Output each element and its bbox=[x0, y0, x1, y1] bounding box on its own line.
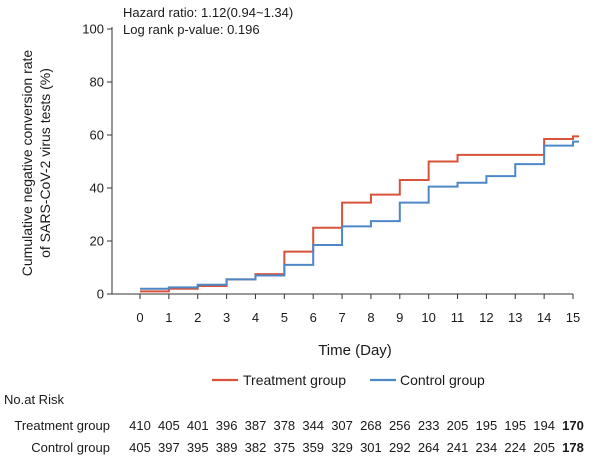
risk-value-control: 395 bbox=[187, 440, 209, 455]
y-tick-label: 40 bbox=[90, 181, 104, 196]
risk-value-treatment: 194 bbox=[533, 418, 555, 433]
x-tick-label: 15 bbox=[566, 310, 580, 325]
risk-value-treatment: 256 bbox=[389, 418, 411, 433]
legend-label-control: Control group bbox=[400, 372, 485, 388]
risk-value-control: 292 bbox=[389, 440, 411, 455]
risk-value-treatment: 387 bbox=[245, 418, 267, 433]
hazard-ratio-annotation: Hazard ratio: 1.12(0.94~1.34) bbox=[123, 5, 293, 20]
risk-table-title: No.at Risk bbox=[4, 392, 64, 407]
y-axis-title: Cumulative negative conversion rate of S… bbox=[19, 50, 53, 277]
risk-row-label-treatment: Treatment group bbox=[14, 418, 110, 433]
risk-value-treatment: 396 bbox=[216, 418, 238, 433]
risk-value-treatment: 378 bbox=[273, 418, 295, 433]
x-tick-label: 11 bbox=[451, 310, 465, 325]
x-tick-label: 5 bbox=[281, 310, 288, 325]
risk-value-control: 359 bbox=[302, 440, 324, 455]
y-tick-label: 100 bbox=[82, 22, 104, 37]
risk-value-control: 405 bbox=[129, 440, 151, 455]
risk-value-control: 382 bbox=[245, 440, 267, 455]
risk-value-treatment: 195 bbox=[476, 418, 498, 433]
risk-table-values: 410 405 401 396 387 378 344 307 268 256 233 205 195 1… bbox=[129, 418, 584, 455]
control-curve bbox=[140, 140, 579, 290]
x-tick-label: 8 bbox=[367, 310, 374, 325]
x-tick-label: 2 bbox=[194, 310, 201, 325]
x-tick-label: 12 bbox=[479, 310, 493, 325]
x-tick-label: 3 bbox=[223, 310, 230, 325]
x-tick-label: 9 bbox=[396, 310, 403, 325]
risk-value-control: 234 bbox=[476, 440, 498, 455]
survival-curves bbox=[140, 135, 579, 293]
risk-value-control: 329 bbox=[331, 440, 353, 455]
x-tick-label: 0 bbox=[136, 310, 143, 325]
risk-value-control: 241 bbox=[447, 440, 469, 455]
risk-value-treatment: 205 bbox=[447, 418, 469, 433]
y-tick-label: 20 bbox=[90, 234, 104, 249]
legend: Treatment group Control group bbox=[212, 372, 485, 388]
x-tick-label: 13 bbox=[508, 310, 522, 325]
x-tick-label: 14 bbox=[537, 310, 551, 325]
x-tick-label: 6 bbox=[310, 310, 317, 325]
y-axis-title-line-1: Cumulative negative conversion rate bbox=[19, 50, 35, 277]
risk-value-treatment: 344 bbox=[302, 418, 324, 433]
risk-value-treatment: 405 bbox=[158, 418, 180, 433]
risk-value-treatment: 268 bbox=[360, 418, 382, 433]
risk-value-treatment: 170 bbox=[562, 418, 584, 433]
x-tick-label: 4 bbox=[252, 310, 259, 325]
x-tick-label: 7 bbox=[338, 310, 345, 325]
y-axis-title-line-2: of SARS-CoV-2 virus tests (%) bbox=[37, 68, 53, 258]
risk-value-control: 397 bbox=[158, 440, 180, 455]
risk-value-control: 178 bbox=[562, 440, 584, 455]
risk-value-control: 389 bbox=[216, 440, 238, 455]
risk-value-treatment: 307 bbox=[331, 418, 353, 433]
risk-value-control: 375 bbox=[273, 440, 295, 455]
y-tick-label: 60 bbox=[90, 128, 104, 143]
risk-row-label-control: Control group bbox=[31, 440, 110, 455]
risk-value-treatment: 401 bbox=[187, 418, 209, 433]
risk-value-control: 224 bbox=[504, 440, 526, 455]
legend-label-treatment: Treatment group bbox=[243, 372, 346, 388]
x-tick-label: 10 bbox=[421, 310, 435, 325]
risk-value-treatment: 195 bbox=[504, 418, 526, 433]
logrank-pvalue-annotation: Log rank p-value: 0.196 bbox=[123, 22, 260, 37]
y-tick-label: 80 bbox=[90, 75, 104, 90]
risk-value-treatment: 233 bbox=[418, 418, 440, 433]
risk-value-control: 205 bbox=[533, 440, 555, 455]
x-axis-title: Time (Day) bbox=[318, 342, 392, 359]
risk-value-control: 264 bbox=[418, 440, 440, 455]
risk-value-control: 301 bbox=[360, 440, 382, 455]
x-tick-label: 1 bbox=[165, 310, 172, 325]
treatment-curve bbox=[140, 135, 579, 293]
y-tick-label: 0 bbox=[97, 287, 104, 302]
risk-value-treatment: 410 bbox=[129, 418, 151, 433]
